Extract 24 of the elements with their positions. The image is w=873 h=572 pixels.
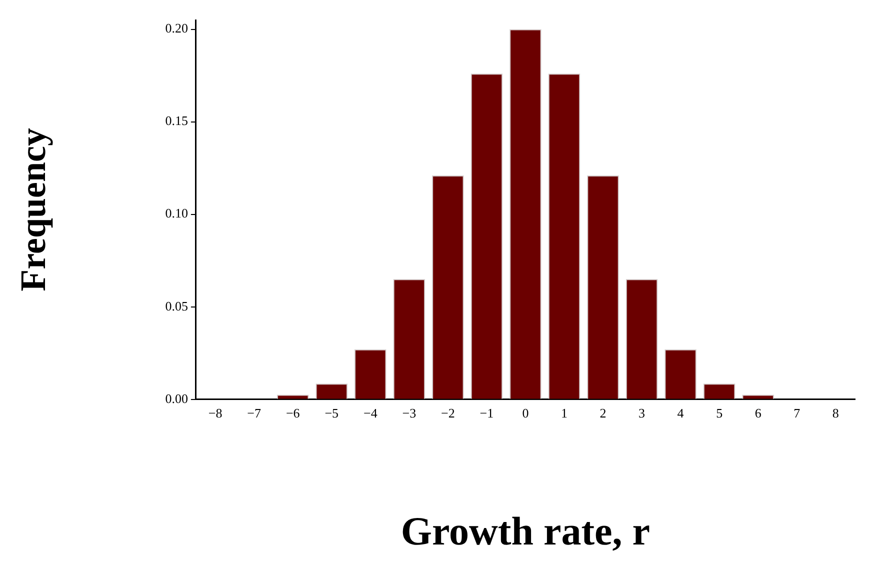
x-tick-label: −2: [441, 406, 455, 421]
x-tick-label: 7: [794, 406, 801, 421]
x-tick-label: −4: [363, 406, 378, 421]
x-tick-label: 4: [677, 406, 684, 421]
x-tick-label: 3: [638, 406, 646, 421]
x-tick-label: 1: [560, 406, 568, 421]
x-tick-label: 8: [832, 406, 839, 421]
x-tick-label: −1: [480, 406, 494, 421]
y-tick-label: 0.05: [165, 298, 188, 314]
x-tick-label: 5: [716, 406, 723, 421]
y-tick-label: 0.00: [165, 390, 188, 406]
y-axis-title: Frequency: [12, 128, 53, 292]
x-axis-title: Growth rate, r: [400, 508, 650, 554]
y-tick-label: 0.20: [165, 20, 188, 36]
y-tick-label: 0.10: [165, 206, 188, 221]
x-tick-label: −8: [208, 406, 222, 421]
x-tick-label: 6: [754, 406, 762, 421]
x-tick-label: 0: [522, 406, 529, 421]
x-tick-label: −7: [247, 406, 262, 421]
y-tick-label: 0.15: [165, 113, 188, 128]
x-tick-label: −3: [402, 406, 416, 421]
x-tick-label: 2: [600, 406, 606, 421]
x-tick-label: −6: [286, 406, 300, 421]
x-tick-label: −5: [324, 406, 339, 421]
